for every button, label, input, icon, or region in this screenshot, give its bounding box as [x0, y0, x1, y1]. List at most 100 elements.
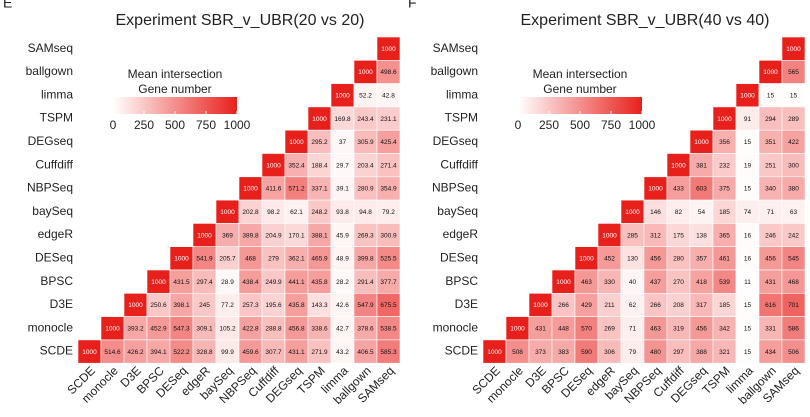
cell-value: 675.5	[380, 302, 397, 309]
cell-value: 1000	[220, 209, 235, 216]
cell-value: 365	[719, 232, 730, 239]
cell-value: 506	[788, 349, 799, 356]
cell-value: 616	[765, 302, 776, 309]
heatmap-cell	[376, 339, 401, 364]
cell-value: 369	[222, 232, 233, 239]
cell-value: 15	[744, 139, 752, 146]
cell-value: 448	[558, 325, 569, 332]
cell-value: 433	[673, 186, 684, 193]
cell-value: 285	[627, 232, 638, 239]
cell-value: 498.6	[380, 69, 397, 76]
cell-value: 175	[673, 232, 684, 239]
cell-value: 456	[765, 256, 776, 263]
row-label: edgeR	[38, 227, 74, 241]
cell-value: 280	[673, 256, 684, 263]
colorbar	[518, 97, 642, 114]
cell-value: 398.1	[173, 302, 190, 309]
cell-value: 418	[696, 279, 707, 286]
cell-value: 105.2	[219, 325, 236, 332]
cell-value: 43.2	[336, 349, 349, 356]
cell-value: 1000	[335, 92, 350, 99]
cell-value: 565	[788, 69, 799, 76]
cell-value: 270	[673, 279, 684, 286]
cell-value: 266	[650, 302, 661, 309]
colorbar	[113, 97, 237, 114]
cell-value: 547.3	[173, 325, 190, 332]
row-label: DEGseq	[28, 134, 73, 148]
cell-value: 422	[788, 139, 799, 146]
cell-value: 48.9	[336, 256, 349, 263]
cell-value: 480	[650, 349, 661, 356]
cell-value: 211	[604, 302, 615, 309]
cell-value: 291.4	[357, 279, 374, 286]
cell-value: 306	[604, 349, 615, 356]
cell-value: 431.1	[288, 349, 305, 356]
cell-value: 309.1	[196, 325, 213, 332]
cell-value: 79	[629, 349, 637, 356]
cell-value: 351	[765, 139, 776, 146]
cell-value: 19	[744, 162, 752, 169]
cell-value: 288.8	[265, 325, 282, 332]
cell-value: 185	[719, 302, 730, 309]
cell-value: 94.8	[359, 209, 372, 216]
cell-value: 1000	[763, 69, 778, 76]
colorbar-title: Mean intersection	[533, 67, 628, 81]
cell-value: 52.2	[359, 92, 372, 99]
cell-value: 1000	[174, 256, 189, 263]
cell-value: 266	[558, 302, 569, 309]
cell-value: 269.3	[357, 232, 374, 239]
row-label: TSPM	[40, 111, 73, 125]
row-label: BPSC	[40, 274, 73, 288]
cell-value: 538.5	[380, 325, 397, 332]
cell-value: 381	[696, 162, 707, 169]
cell-value: 169.8	[334, 116, 351, 123]
cell-value: 79.2	[382, 209, 395, 216]
cell-value: 279	[268, 256, 279, 263]
cell-value: 452	[604, 256, 615, 263]
panel-label: F	[408, 0, 417, 11]
cell-value: 342	[719, 325, 730, 332]
row-label: SCDE	[40, 344, 73, 358]
cell-value: 271.4	[380, 162, 397, 169]
cell-value: 280.9	[357, 186, 374, 193]
row-label: monocle	[433, 320, 479, 334]
cell-value: 456	[650, 256, 661, 263]
row-label: NBPSeq	[27, 181, 73, 195]
cell-value: 45.9	[336, 232, 349, 239]
cell-value: 1000	[266, 162, 281, 169]
cell-value: 352.4	[288, 162, 305, 169]
row-label: DESeq	[440, 251, 478, 265]
cell-value: 243.4	[357, 116, 374, 123]
cell-value: 422.8	[242, 325, 259, 332]
cell-value: 203.4	[357, 162, 374, 169]
cell-value: 42.7	[336, 325, 349, 332]
cell-value: 1000	[556, 279, 571, 286]
cell-value: 1000	[602, 232, 617, 239]
cell-value: 246	[765, 232, 776, 239]
cell-value: 431.5	[173, 279, 190, 286]
cell-value: 1000	[694, 139, 709, 146]
colorbar-tick-label: 750	[601, 118, 621, 132]
row-label: Cuffdiff	[35, 157, 73, 171]
cell-value: 1000	[579, 256, 594, 263]
colorbar-tick-label: 500	[570, 118, 590, 132]
cell-value: 468	[788, 279, 799, 286]
cell-value: 1000	[671, 162, 686, 169]
cell-value: 452.9	[150, 325, 167, 332]
cell-value: 195.6	[265, 302, 282, 309]
cell-value: 378.6	[357, 325, 374, 332]
chart-title: Experiment SBR_v_UBR(20 vs 20)	[116, 12, 365, 29]
cell-value: 130	[627, 256, 638, 263]
cell-value: 330	[604, 279, 615, 286]
colorbar-title: Mean intersection	[128, 67, 223, 81]
colorbar-tick-label: 1000	[224, 118, 251, 132]
cell-value: 39.1	[336, 186, 349, 193]
cell-value: 62.1	[290, 209, 303, 216]
cell-value: 245	[199, 302, 210, 309]
cell-value: 362.1	[288, 256, 305, 263]
cell-value: 312	[650, 232, 661, 239]
colorbar-tick-label: 1000	[629, 118, 656, 132]
cell-value: 571.2	[288, 186, 305, 193]
cell-value: 570	[581, 325, 592, 332]
